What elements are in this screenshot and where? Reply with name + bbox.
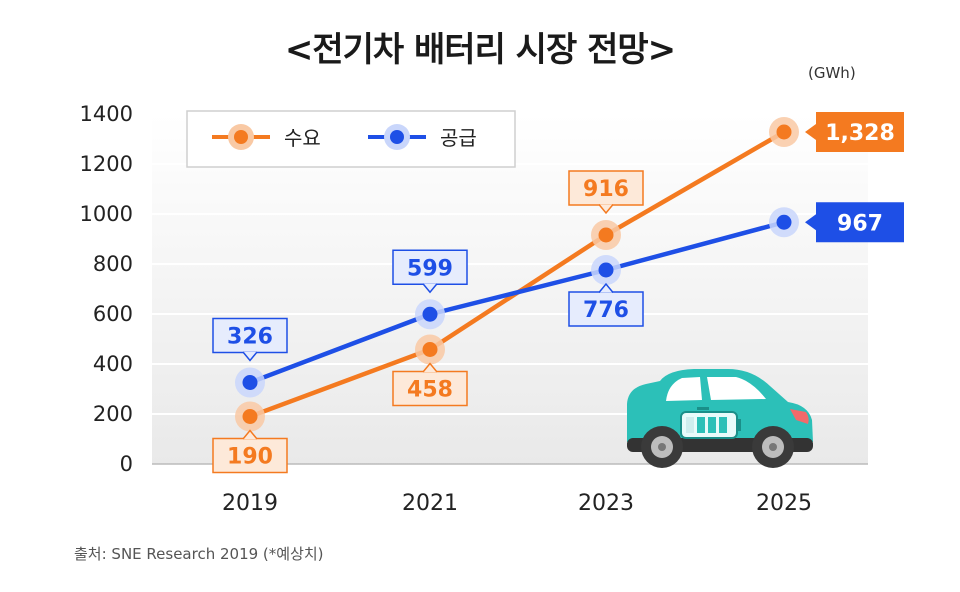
car-illustration	[627, 369, 813, 468]
demand-value-label: 1,328	[805, 112, 904, 152]
demand-data-point	[422, 342, 438, 357]
x-tick-label: 2021	[402, 491, 458, 516]
legend-supply-label: 공급	[440, 126, 477, 150]
x-tick-label: 2023	[578, 491, 634, 516]
supply-value-label: 776	[568, 282, 644, 327]
legend: 수요 공급	[186, 110, 516, 168]
unit-label: (GWh)	[808, 64, 856, 82]
demand-value-label: 458	[392, 362, 468, 407]
supply-value-label: 967	[805, 202, 904, 243]
y-tick-label: 400	[93, 352, 133, 376]
supply-series-line	[249, 220, 785, 385]
y-tick-label: 1400	[80, 102, 133, 126]
demand-value-label: 190	[212, 429, 288, 474]
supply-data-point	[598, 262, 614, 278]
value-label-text: 776	[583, 298, 629, 323]
x-tick-label: 2019	[222, 491, 278, 516]
demand-data-point	[776, 124, 792, 140]
y-tick-label: 1000	[80, 202, 133, 226]
legend-demand-label: 수요	[284, 126, 321, 150]
y-tick-label: 800	[93, 252, 133, 276]
chart-title: <전기차 배터리 시장 전망>	[284, 30, 676, 70]
value-label-text: 326	[227, 325, 273, 350]
value-label-text: 599	[407, 256, 453, 281]
supply-value-label: 599	[392, 249, 468, 294]
y-tick-label: 0	[120, 452, 133, 476]
y-tick-label: 1200	[80, 152, 133, 176]
supply-data-point	[422, 306, 438, 322]
y-tick-label: 200	[93, 402, 133, 426]
x-tick-label: 2025	[756, 491, 812, 516]
supply-data-point	[242, 375, 258, 390]
demand-data-point	[598, 227, 614, 243]
value-label-text: 458	[407, 378, 453, 403]
y-tick-label: 600	[93, 302, 133, 326]
demand-data-point	[242, 409, 258, 424]
supply-value-label: 326	[212, 317, 288, 362]
value-label-text: 967	[837, 211, 883, 236]
value-label-text: 1,328	[825, 121, 895, 146]
demand-value-label: 916	[568, 170, 644, 215]
source-note: 출처: SNE Research 2019 (*예상치)	[74, 545, 324, 563]
value-label-text: 916	[583, 177, 629, 202]
supply-data-point	[776, 214, 792, 230]
value-label-text: 190	[227, 445, 273, 470]
